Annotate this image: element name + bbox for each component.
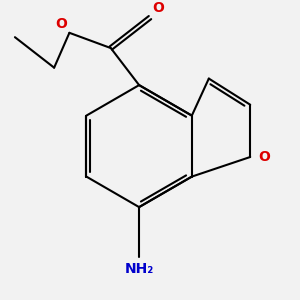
- Text: O: O: [152, 2, 164, 15]
- Text: O: O: [55, 16, 67, 31]
- Text: O: O: [258, 150, 270, 164]
- Text: NH₂: NH₂: [124, 262, 154, 276]
